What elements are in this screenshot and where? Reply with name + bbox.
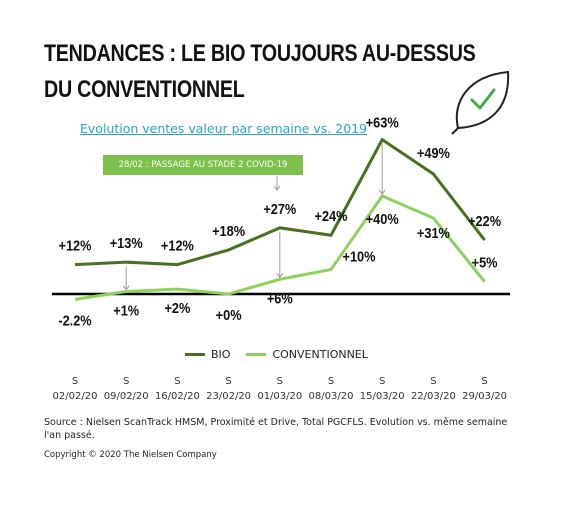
covid-arrow-head [273,185,281,191]
legend-item-bio: BIO [185,348,230,361]
x-tick-prefix-2: S [123,376,129,387]
x-tick-prefix-3: S [174,376,180,387]
gap-arrow-week-5-head [276,273,284,279]
data-label-conventionnel-4: +0% [216,306,242,323]
data-label-bio-8: +49% [417,144,450,161]
data-label-bio-5: +27% [263,200,296,217]
x-tick-label-2: 09/02/20 [104,391,149,402]
line-chart: +12% +13% +12% +18% +27% +24% +63% +49% +22% -2.2… [52,114,510,402]
x-tick-label-7: 15/03/20 [360,391,405,402]
data-label-bio-9: +22% [468,212,501,229]
leaf-check-icon [451,70,510,135]
x-tick-prefix-4: S [225,376,231,387]
x-tick-label-6: 08/03/20 [309,391,354,402]
x-tick-label-4: 23/02/20 [206,391,251,402]
title-line-2: DU CONVENTIONNEL [44,76,245,103]
x-tick-label-8: 22/03/20 [411,391,456,402]
series-line-conventionnel [74,194,486,301]
x-tick-prefix-6: S [328,376,334,387]
legend-swatch-conventionnel [246,352,267,356]
data-label-bio-1: +12% [59,237,92,254]
copyright-note: Copyright © 2020 The Nielsen Company [44,450,217,460]
data-label-bio-3: +12% [161,237,194,254]
data-label-bio-4: +18% [212,222,245,239]
x-tick-prefix-5: S [277,376,283,387]
x-tick-label-3: 16/02/20 [155,391,200,402]
x-tick-prefix-1: S [72,376,78,387]
series-line-bio [74,137,486,267]
data-label-conventionnel-9: +5% [472,254,498,271]
x-tick-prefix-7: S [379,376,385,387]
source-note: Source : Nielsen ScanTrack HMSM, Proximi… [44,417,508,441]
x-tick-label-9: 29/03/20 [462,391,507,402]
chart-subtitle: Evolution ventes valeur par semaine vs. … [80,121,368,136]
chart-legend: BIO CONVENTIONNEL [185,346,384,362]
legend-swatch-bio [185,352,205,356]
legend-label-conventionnel: CONVENTIONNEL [272,347,368,361]
data-label-conventionnel-6: +10% [343,247,376,264]
legend-item-conventionnel: CONVENTIONNEL [246,347,368,361]
x-tick-label-5: 01/03/20 [257,391,302,402]
data-label-bio-2: +13% [110,234,143,251]
x-tick-label-1: 02/02/20 [53,391,98,402]
gap-arrow-week-2-head [122,285,130,291]
data-label-bio-6: +24% [315,207,348,224]
x-tick-prefix-8: S [430,376,436,387]
x-tick-prefix-9: S [481,376,487,387]
data-label-conventionnel-1: -2.2% [58,311,91,328]
data-label-conventionnel-8: +31% [417,224,450,241]
data-label-conventionnel-7: +40% [366,210,399,227]
legend-label-bio: BIO [211,347,231,361]
data-label-conventionnel-5: +6% [267,289,293,306]
covid-annotation: 28/02 : PASSAGE AU STADE 2 COVID-19 [103,155,303,175]
data-label-conventionnel-3: +2% [164,299,190,316]
gap-arrow-week-7-head [378,189,386,195]
data-label-conventionnel-2: +1% [113,302,139,319]
data-label-bio-7: +63% [366,114,399,131]
